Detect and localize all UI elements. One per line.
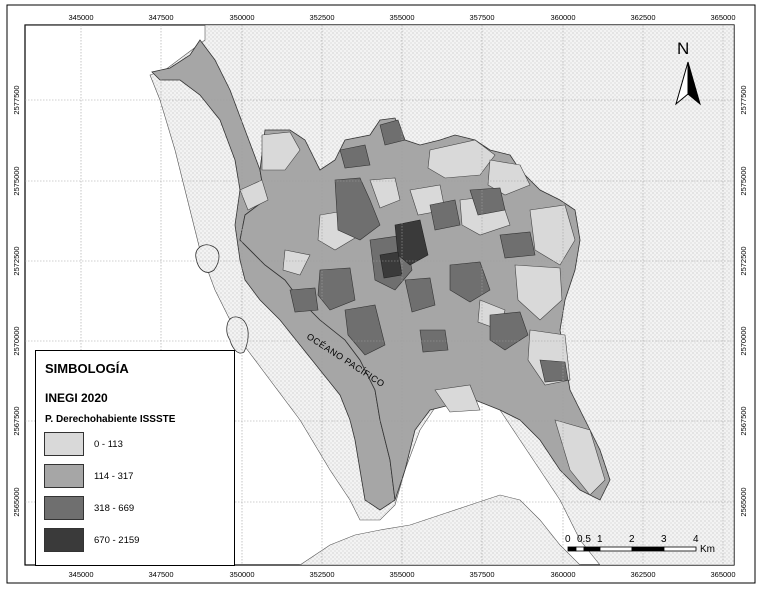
y-tick-labels-left: 2577500 2575000 2572500 2570000 2567500 …: [12, 85, 21, 516]
scale-tick-label: 0: [565, 534, 571, 545]
region-medium-dark: [334, 177, 381, 241]
y-tick-label: 2577500: [12, 85, 21, 114]
legend-swatch: [44, 432, 84, 456]
region-medium-dark: [404, 277, 436, 313]
y-tick-label: 2567500: [739, 406, 748, 435]
x-tick-label: 362500: [630, 13, 655, 22]
region-medium-dark: [317, 267, 356, 311]
x-tick-label: 347500: [148, 570, 173, 579]
x-tick-labels-top: 345000 347500 350000 352500 355000 35750…: [68, 13, 735, 22]
region-light: [239, 179, 269, 211]
legend-item: 0 - 113: [44, 432, 123, 456]
x-tick-label: 357500: [469, 570, 494, 579]
stippled-land-south: [299, 494, 581, 565]
city-choropleth: [151, 39, 611, 511]
legend-title: SIMBOLOGÍA: [45, 361, 129, 376]
y-tick-label: 2577500: [739, 85, 748, 114]
y-tick-label: 2572500: [739, 246, 748, 275]
north-arrow-icon: [675, 61, 701, 106]
island-1: [195, 244, 220, 273]
legend-swatch: [44, 464, 84, 488]
region-light: [554, 419, 606, 496]
region-medium-dark: [489, 311, 529, 351]
region-light: [529, 204, 576, 266]
region-dark: [394, 219, 429, 266]
legend-item: 670 - 2159: [44, 528, 139, 552]
x-tick-label: 345000: [68, 13, 93, 22]
scale-tick-label: 1: [597, 534, 603, 545]
x-tick-labels-bottom: 345000 347500 350000 352500 355000 35750…: [68, 570, 735, 579]
legend-subtitle: INEGI 2020: [45, 391, 108, 405]
legend-item: 114 - 317: [44, 464, 133, 488]
north-label: N: [677, 39, 690, 58]
region-medium-dark: [449, 261, 491, 303]
x-tick-label: 347500: [148, 13, 173, 22]
region-medium-dark: [429, 199, 461, 231]
region-medium-dark: [339, 144, 371, 169]
region-medium-dark: [344, 304, 386, 356]
region-light: [369, 177, 401, 209]
region-medium-dark: [289, 287, 319, 313]
x-tick-label: 355000: [389, 13, 414, 22]
scale-tick-label: 0.5: [577, 534, 591, 545]
y-tick-label: 2565000: [739, 487, 748, 516]
x-tick-label: 345000: [68, 570, 93, 579]
region-light: [514, 264, 563, 321]
y-tick-label: 2575000: [12, 166, 21, 195]
region-light: [261, 131, 301, 171]
region-medium-dark: [499, 231, 536, 259]
x-tick-label: 350000: [229, 570, 254, 579]
x-tick-label: 360000: [550, 13, 575, 22]
x-tick-label: 360000: [550, 570, 575, 579]
y-tick-label: 2567500: [12, 406, 21, 435]
x-tick-label: 365000: [710, 13, 735, 22]
x-tick-label: 365000: [710, 570, 735, 579]
y-tick-label: 2570000: [12, 326, 21, 355]
legend-label: 114 - 317: [94, 470, 134, 482]
scale-tick-label: 3: [661, 534, 667, 545]
legend-item: 318 - 669: [44, 496, 134, 520]
legend-label: 318 - 669: [94, 502, 135, 514]
region-light: [427, 139, 496, 179]
y-tick-labels-right: 2577500 2575000 2572500 2570000 2567500 …: [739, 85, 748, 516]
legend-variable: P. Derechohabiente ISSSTE: [45, 414, 176, 425]
legend-label: 670 - 2159: [94, 534, 140, 546]
region-medium-dark: [379, 119, 406, 146]
region-dark: [379, 251, 403, 279]
legend-label: 0 - 113: [94, 438, 123, 450]
x-tick-label: 352500: [309, 570, 334, 579]
legend-swatch: [44, 496, 84, 520]
region-medium-dark: [469, 187, 506, 216]
x-tick-label: 355000: [389, 570, 414, 579]
outer-border: [6, 4, 756, 584]
scale-bar: [567, 546, 697, 552]
scale-tick-label: 2: [629, 534, 635, 545]
legend-panel: SIMBOLOGÍA INEGI 2020 P. Derechohabiente…: [35, 350, 235, 566]
y-tick-label: 2565000: [12, 487, 21, 516]
x-tick-label: 352500: [309, 13, 334, 22]
y-tick-label: 2575000: [739, 166, 748, 195]
x-tick-label: 350000: [229, 13, 254, 22]
scale-unit-label: Km: [700, 544, 715, 555]
legend-swatch: [44, 528, 84, 552]
x-tick-label: 357500: [469, 13, 494, 22]
scale-tick-label: 4: [693, 534, 699, 545]
region-light: [282, 249, 311, 276]
region-medium-dark: [539, 359, 569, 383]
x-tick-label: 362500: [630, 570, 655, 579]
y-tick-label: 2570000: [739, 326, 748, 355]
island-2: [226, 316, 249, 354]
y-tick-label: 2572500: [12, 246, 21, 275]
region-light: [434, 384, 481, 413]
